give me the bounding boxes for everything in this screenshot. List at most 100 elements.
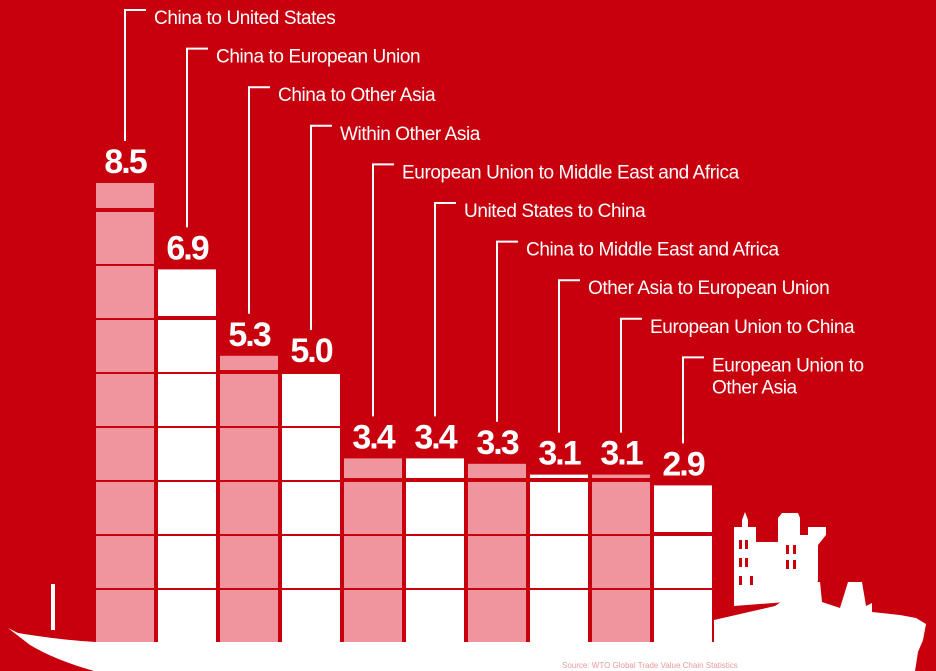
route-label: China to Middle East and Africa: [526, 240, 780, 261]
bridge-window: [739, 540, 742, 549]
bar-container-block: [468, 463, 526, 478]
route-label: European Union to Middle East and Africa: [402, 162, 740, 183]
bar-container-block: [530, 482, 588, 534]
bar: [158, 269, 216, 642]
bar-container-block: [220, 482, 278, 534]
bar: [406, 458, 464, 642]
bar-container-block: [282, 428, 340, 480]
value-label: 3.1: [600, 435, 642, 473]
bar-container-block: [592, 474, 650, 478]
route-labels: China to United States China to European …: [154, 8, 864, 398]
bar-container-block: [96, 374, 154, 426]
bar: [344, 458, 402, 642]
bar-container-block: [468, 590, 526, 642]
bar-container-block: [96, 266, 154, 318]
leader-line: [372, 163, 394, 417]
bar-container-block: [530, 474, 588, 478]
bridge-window: [793, 560, 796, 569]
bar: [96, 183, 154, 642]
bar-container-block: [530, 536, 588, 588]
bar-container-block: [592, 482, 650, 534]
value-label: 6.9: [166, 229, 208, 267]
bridge-window: [750, 576, 753, 585]
bars: [96, 183, 712, 642]
value-label: 3.3: [476, 424, 518, 462]
bar-container-block: [406, 482, 464, 534]
value-label: 5.3: [228, 316, 270, 354]
bar-container-block: [96, 590, 154, 642]
bar: [530, 474, 588, 642]
bridge-window: [745, 540, 748, 549]
route-label: Other Asia to European Union: [588, 278, 829, 299]
source-note: Source: WTO Global Trade Value Chain Sta…: [562, 661, 738, 670]
bar-container-block: [344, 590, 402, 642]
bar-container-block: [344, 482, 402, 534]
bar-container-block: [158, 374, 216, 426]
route-label: Within Other Asia: [340, 124, 481, 145]
bar-container-block: [158, 536, 216, 588]
bar-container-block: [406, 536, 464, 588]
bar-container-block: [220, 428, 278, 480]
bar-container-block: [96, 536, 154, 588]
route-label: European Union to Other Asia: [712, 355, 864, 398]
route-label: China to United States: [154, 8, 335, 29]
bar-container-block: [468, 536, 526, 588]
bar-container-block: [654, 536, 712, 588]
bar-container-block: [220, 355, 278, 370]
leader-line: [558, 279, 580, 433]
value-labels: 8.5 6.9 5.3 5.0 3.4 3.4 3.3 3.1 3.1 2.9: [104, 143, 706, 483]
value-label: 3.4: [414, 418, 457, 456]
bar-container-block: [220, 374, 278, 426]
bar-container-block: [158, 428, 216, 480]
route-label: European Union to China: [650, 317, 855, 338]
bar-container-block: [96, 212, 154, 264]
ship-hull-shape: [8, 582, 926, 671]
bridge-window: [786, 545, 789, 554]
leader-line: [310, 124, 332, 330]
bridge-window: [786, 560, 789, 569]
leader-line: [434, 202, 456, 417]
bar-container-block: [220, 536, 278, 588]
ship-hull: [8, 582, 926, 671]
bar-container-block: [654, 590, 712, 642]
bridge-window: [793, 545, 796, 554]
bar-container-block: [158, 320, 216, 372]
bridge-window: [739, 558, 742, 567]
bar: [220, 355, 278, 642]
bar-container-block: [96, 428, 154, 480]
bar-container-block: [592, 536, 650, 588]
bar-container-block: [406, 590, 464, 642]
bar-container-block: [344, 458, 402, 478]
leader-line: [186, 47, 208, 228]
value-label: 5.0: [290, 332, 332, 370]
bar: [654, 485, 712, 642]
bridge-window: [745, 558, 748, 567]
bar-container-block: [96, 320, 154, 372]
bar: [468, 463, 526, 642]
bar-container-block: [282, 590, 340, 642]
bar-container-block: [406, 458, 464, 478]
route-label: China to European Union: [216, 47, 420, 68]
leader-line: [620, 317, 642, 433]
bar: [592, 474, 650, 642]
bar: [282, 374, 340, 642]
ship-superstructure: [734, 512, 826, 606]
value-label: 3.1: [538, 435, 580, 473]
route-label: United States to China: [464, 201, 646, 222]
bar-container-block: [96, 482, 154, 534]
value-label: 3.4: [352, 418, 395, 456]
value-label: 8.5: [104, 143, 146, 181]
bar-container-block: [158, 269, 216, 316]
bar-container-block: [282, 536, 340, 588]
bow-mast: [51, 584, 55, 630]
leader-line: [248, 86, 270, 314]
bar-container-block: [344, 536, 402, 588]
leader-line: [124, 9, 146, 141]
bar-container-block: [96, 183, 154, 208]
route-label: China to Other Asia: [278, 85, 436, 106]
bar-container-block: [530, 590, 588, 642]
bridge-structure: [734, 512, 826, 606]
bar-container-block: [592, 590, 650, 642]
bar-container-block: [468, 482, 526, 534]
